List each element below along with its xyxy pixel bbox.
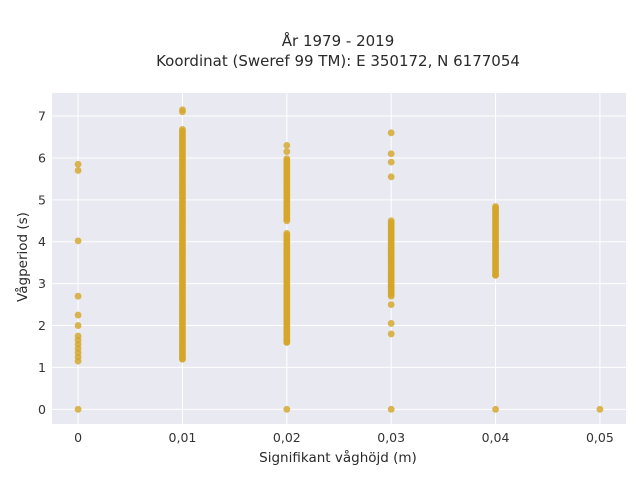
x-tick-label: 0,02 — [273, 430, 301, 445]
data-point — [596, 405, 604, 413]
data-point — [74, 405, 82, 413]
y-tick-label: 4 — [38, 234, 46, 249]
y-tick-label: 1 — [38, 360, 46, 375]
data-point — [179, 106, 186, 114]
data-point — [492, 204, 499, 212]
data-point — [74, 322, 82, 329]
y-axis-label: Vågperiod (s) — [14, 212, 31, 302]
x-tick-label: 0,03 — [377, 430, 405, 445]
y-tick-label: 0 — [38, 402, 46, 417]
data-point — [283, 148, 291, 156]
grid — [52, 93, 626, 424]
data-point — [387, 405, 395, 413]
data-point — [283, 155, 291, 163]
data-point — [283, 229, 291, 237]
data-point — [387, 217, 395, 225]
data-point — [387, 150, 395, 158]
tick-labels: 0 0,01 0,02 0,03 0,04 0,05 0 1 2 3 4 5 6 7 — [38, 109, 614, 445]
y-tick-label: 6 — [38, 150, 46, 165]
y-tick-label: 2 — [38, 318, 46, 333]
data-point — [387, 173, 395, 181]
x-tick-label: 0,04 — [482, 430, 510, 445]
data-point — [283, 338, 291, 346]
data-point — [387, 158, 395, 166]
data-point — [387, 129, 395, 137]
data-point — [283, 141, 291, 149]
data-point — [74, 167, 82, 174]
data-point — [74, 160, 82, 168]
data-point — [74, 292, 82, 300]
x-tick-label: 0,01 — [169, 430, 197, 445]
data-point — [179, 355, 186, 363]
data-point — [74, 311, 82, 319]
plot-area — [52, 93, 626, 424]
chart-title-line2: Koordinat (Sweref 99 TM): E 350172, N 61… — [156, 52, 520, 70]
data-point — [492, 405, 499, 413]
data-point — [283, 405, 291, 413]
data-point — [387, 330, 395, 338]
x-tick-label: 0,05 — [586, 430, 614, 445]
data-points — [74, 106, 604, 413]
x-tick-label: 0 — [74, 430, 82, 445]
data-point — [179, 126, 186, 133]
data-point — [387, 301, 395, 308]
data-point — [74, 332, 82, 340]
y-tick-label: 3 — [38, 276, 46, 291]
data-point — [387, 320, 395, 327]
data-point — [492, 271, 499, 279]
data-point — [74, 237, 82, 245]
x-axis-label: Signifikant våghöjd (m) — [259, 449, 417, 466]
y-tick-label: 5 — [38, 192, 46, 207]
chart-title-line1: År 1979 - 2019 — [282, 31, 395, 50]
y-tick-label: 7 — [38, 109, 46, 124]
